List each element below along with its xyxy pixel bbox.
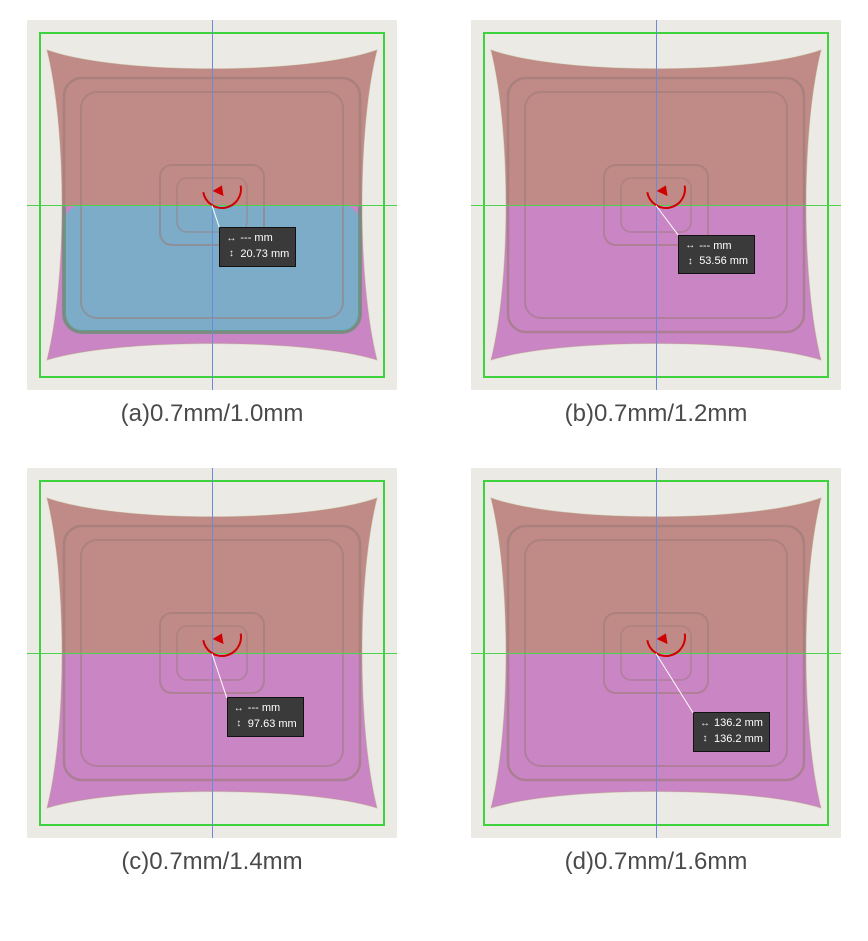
panel-c: ↔ --- mm ↕ 97.63 mm (c)0.7mm/1.4mm <box>20 468 404 876</box>
tooltip-line-2: 20.73 mm <box>240 247 289 262</box>
simulation-viewport: ↔ --- mm ↕ 20.73 mm <box>27 20 397 390</box>
tooltip-line-2: 136.2 mm <box>714 732 763 747</box>
measurement-tooltip: ↔ --- mm ↕ 20.73 mm <box>219 227 296 267</box>
panel-a: ↔ --- mm ↕ 20.73 mm (a)0.7mm/1.0mm <box>20 20 404 428</box>
simulation-viewport: ↔ 136.2 mm ↕ 136.2 mm <box>471 468 841 838</box>
tooltip-line-2: 53.56 mm <box>699 254 748 269</box>
tooltip-line-1: --- mm <box>699 239 731 254</box>
height-icon: ↕ <box>700 732 710 746</box>
measurement-tooltip: ↔ --- mm ↕ 53.56 mm <box>678 235 755 275</box>
panel-d: ↔ 136.2 mm ↕ 136.2 mm (d)0.7mm/1.6mm <box>464 468 848 876</box>
width-icon: ↔ <box>226 232 236 246</box>
tooltip-line-1: 136.2 mm <box>714 716 763 731</box>
height-icon: ↕ <box>226 247 236 261</box>
simulation-viewport: ↔ --- mm ↕ 97.63 mm <box>27 468 397 838</box>
tooltip-line-2: 97.63 mm <box>248 717 297 732</box>
panel-caption: (b)0.7mm/1.2mm <box>565 400 748 428</box>
measurement-tooltip: ↔ --- mm ↕ 97.63 mm <box>227 697 304 737</box>
panel-caption: (c)0.7mm/1.4mm <box>121 848 302 876</box>
width-icon: ↔ <box>685 239 695 253</box>
height-icon: ↕ <box>685 255 695 269</box>
tooltip-line-1: --- mm <box>248 701 280 716</box>
measurement-tooltip: ↔ 136.2 mm ↕ 136.2 mm <box>693 712 770 752</box>
simulation-viewport: ↔ --- mm ↕ 53.56 mm <box>471 20 841 390</box>
tooltip-line-1: --- mm <box>240 231 272 246</box>
panel-caption: (d)0.7mm/1.6mm <box>565 848 748 876</box>
width-icon: ↔ <box>234 702 244 716</box>
height-icon: ↕ <box>234 717 244 731</box>
panel-caption: (a)0.7mm/1.0mm <box>121 400 304 428</box>
width-icon: ↔ <box>700 717 710 731</box>
panel-b: ↔ --- mm ↕ 53.56 mm (b)0.7mm/1.2mm <box>464 20 848 428</box>
